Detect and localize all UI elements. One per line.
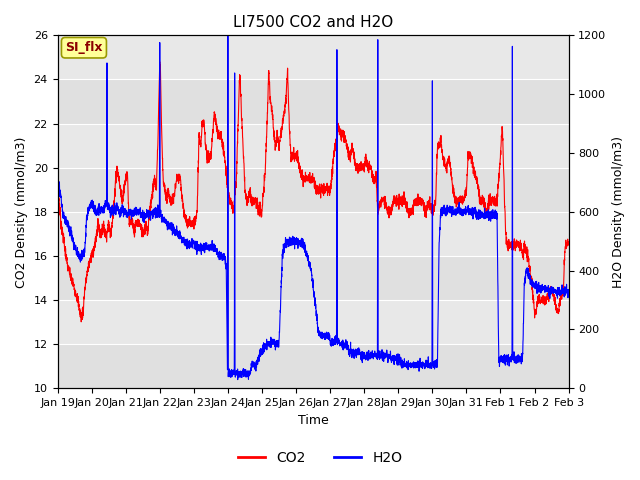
Bar [58,123,568,168]
Bar [58,80,568,123]
Bar [58,256,568,300]
Bar [58,168,568,212]
Bar [58,300,568,344]
Y-axis label: H2O Density (mmol/m3): H2O Density (mmol/m3) [612,136,625,288]
Y-axis label: CO2 Density (mmol/m3): CO2 Density (mmol/m3) [15,136,28,288]
Bar [58,36,568,80]
Bar [58,212,568,256]
Title: LI7500 CO2 and H2O: LI7500 CO2 and H2O [233,15,393,30]
Bar [58,344,568,388]
Text: SI_flx: SI_flx [65,41,102,54]
Legend: CO2, H2O: CO2, H2O [232,445,408,471]
X-axis label: Time: Time [298,414,328,427]
